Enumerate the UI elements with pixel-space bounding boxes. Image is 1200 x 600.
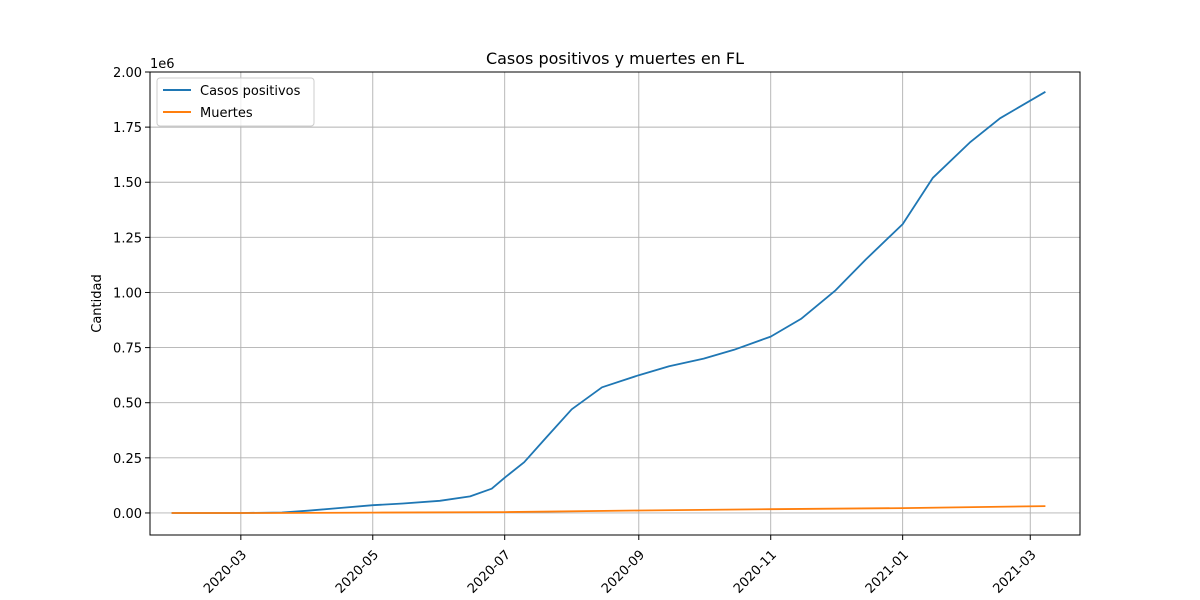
axes-frame [149,71,1081,536]
legend: Casos positivos Muertes [156,77,315,127]
legend-label-muertes: Muertes [200,106,253,121]
y-tick-label: 1.50 [113,176,142,191]
y-tick-label: 1.00 [113,286,142,301]
y-axis-ticks: 0.00 0.25 0.50 0.75 1.00 1.25 1.50 1.75 2.00 [113,66,150,522]
y-axis-offset-label: 1e6 [150,57,175,72]
series-line-muertes [171,505,1046,514]
y-axis-label: Cantidad [90,274,105,332]
y-tick-label: 1.75 [113,121,142,136]
legend-box [156,77,315,127]
chart-title: Casos positivos y muertes en FL [486,49,744,68]
legend-label-casos-positivos: Casos positivos [200,84,301,99]
y-tick-label: 1.25 [113,231,142,246]
y-tick-label: 0.75 [113,342,142,357]
series-line-casos-positivos [171,91,1046,514]
y-tick-label: 0.50 [113,397,142,412]
series-lines [171,91,1046,514]
y-tick-label: 0.00 [113,507,142,522]
y-tick-label: 0.25 [113,452,142,467]
y-tick-label: 2.00 [113,66,142,81]
